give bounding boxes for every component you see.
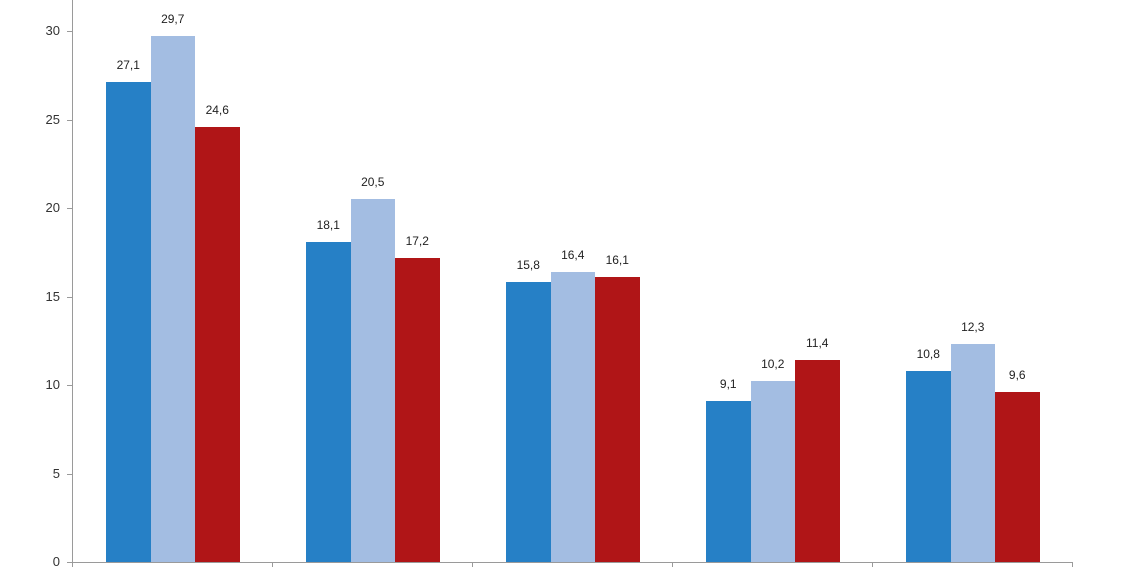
data-label: 11,4 [806, 336, 829, 351]
data-label: 24,6 [205, 102, 229, 117]
x-tick [471, 562, 473, 567]
data-label: 18,1 [316, 217, 340, 232]
x-tick [1071, 562, 1073, 567]
bar [395, 257, 440, 562]
bar [950, 344, 995, 562]
y-tick-label: 15 [45, 289, 60, 304]
data-label: 27,1 [116, 58, 140, 73]
bar [750, 381, 795, 562]
bar [595, 277, 640, 562]
y-tick-label: 10 [45, 377, 60, 392]
bar [350, 199, 395, 562]
data-label: 16,4 [561, 247, 585, 262]
y-tick [67, 297, 72, 298]
data-label: 9,1 [719, 376, 737, 391]
y-tick [67, 208, 72, 209]
data-label: 12,3 [961, 320, 985, 335]
y-tick [67, 562, 72, 563]
bar [506, 282, 551, 562]
y-tick-label: 0 [52, 554, 60, 569]
data-label: 15,8 [516, 258, 540, 273]
y-tick-label: 30 [45, 23, 60, 38]
y-tick [67, 385, 72, 386]
x-tick [871, 562, 873, 567]
data-label: 17,2 [405, 233, 429, 248]
x-axis [72, 562, 1072, 563]
bar [150, 36, 195, 562]
x-tick [671, 562, 673, 567]
y-tick [67, 120, 72, 121]
bar [306, 241, 351, 562]
y-tick-label: 20 [45, 200, 60, 215]
bar [106, 82, 151, 562]
data-label: 29,7 [161, 12, 185, 27]
bar [550, 271, 595, 562]
data-label: 20,5 [361, 175, 385, 190]
data-label: 9,6 [1008, 368, 1026, 383]
y-axis [72, 0, 73, 563]
bar [795, 360, 840, 562]
data-label: 10,8 [916, 346, 940, 361]
y-tick [67, 31, 72, 32]
y-tick-label: 5 [52, 466, 60, 481]
y-tick-label: 25 [45, 112, 60, 127]
x-tick [71, 562, 73, 567]
data-label: 10,2 [761, 357, 785, 372]
bar [906, 370, 951, 562]
bar [995, 392, 1040, 562]
data-label: 16,1 [605, 253, 629, 268]
bar [195, 126, 240, 562]
x-tick [271, 562, 273, 567]
bar [706, 400, 751, 562]
y-tick [67, 474, 72, 475]
